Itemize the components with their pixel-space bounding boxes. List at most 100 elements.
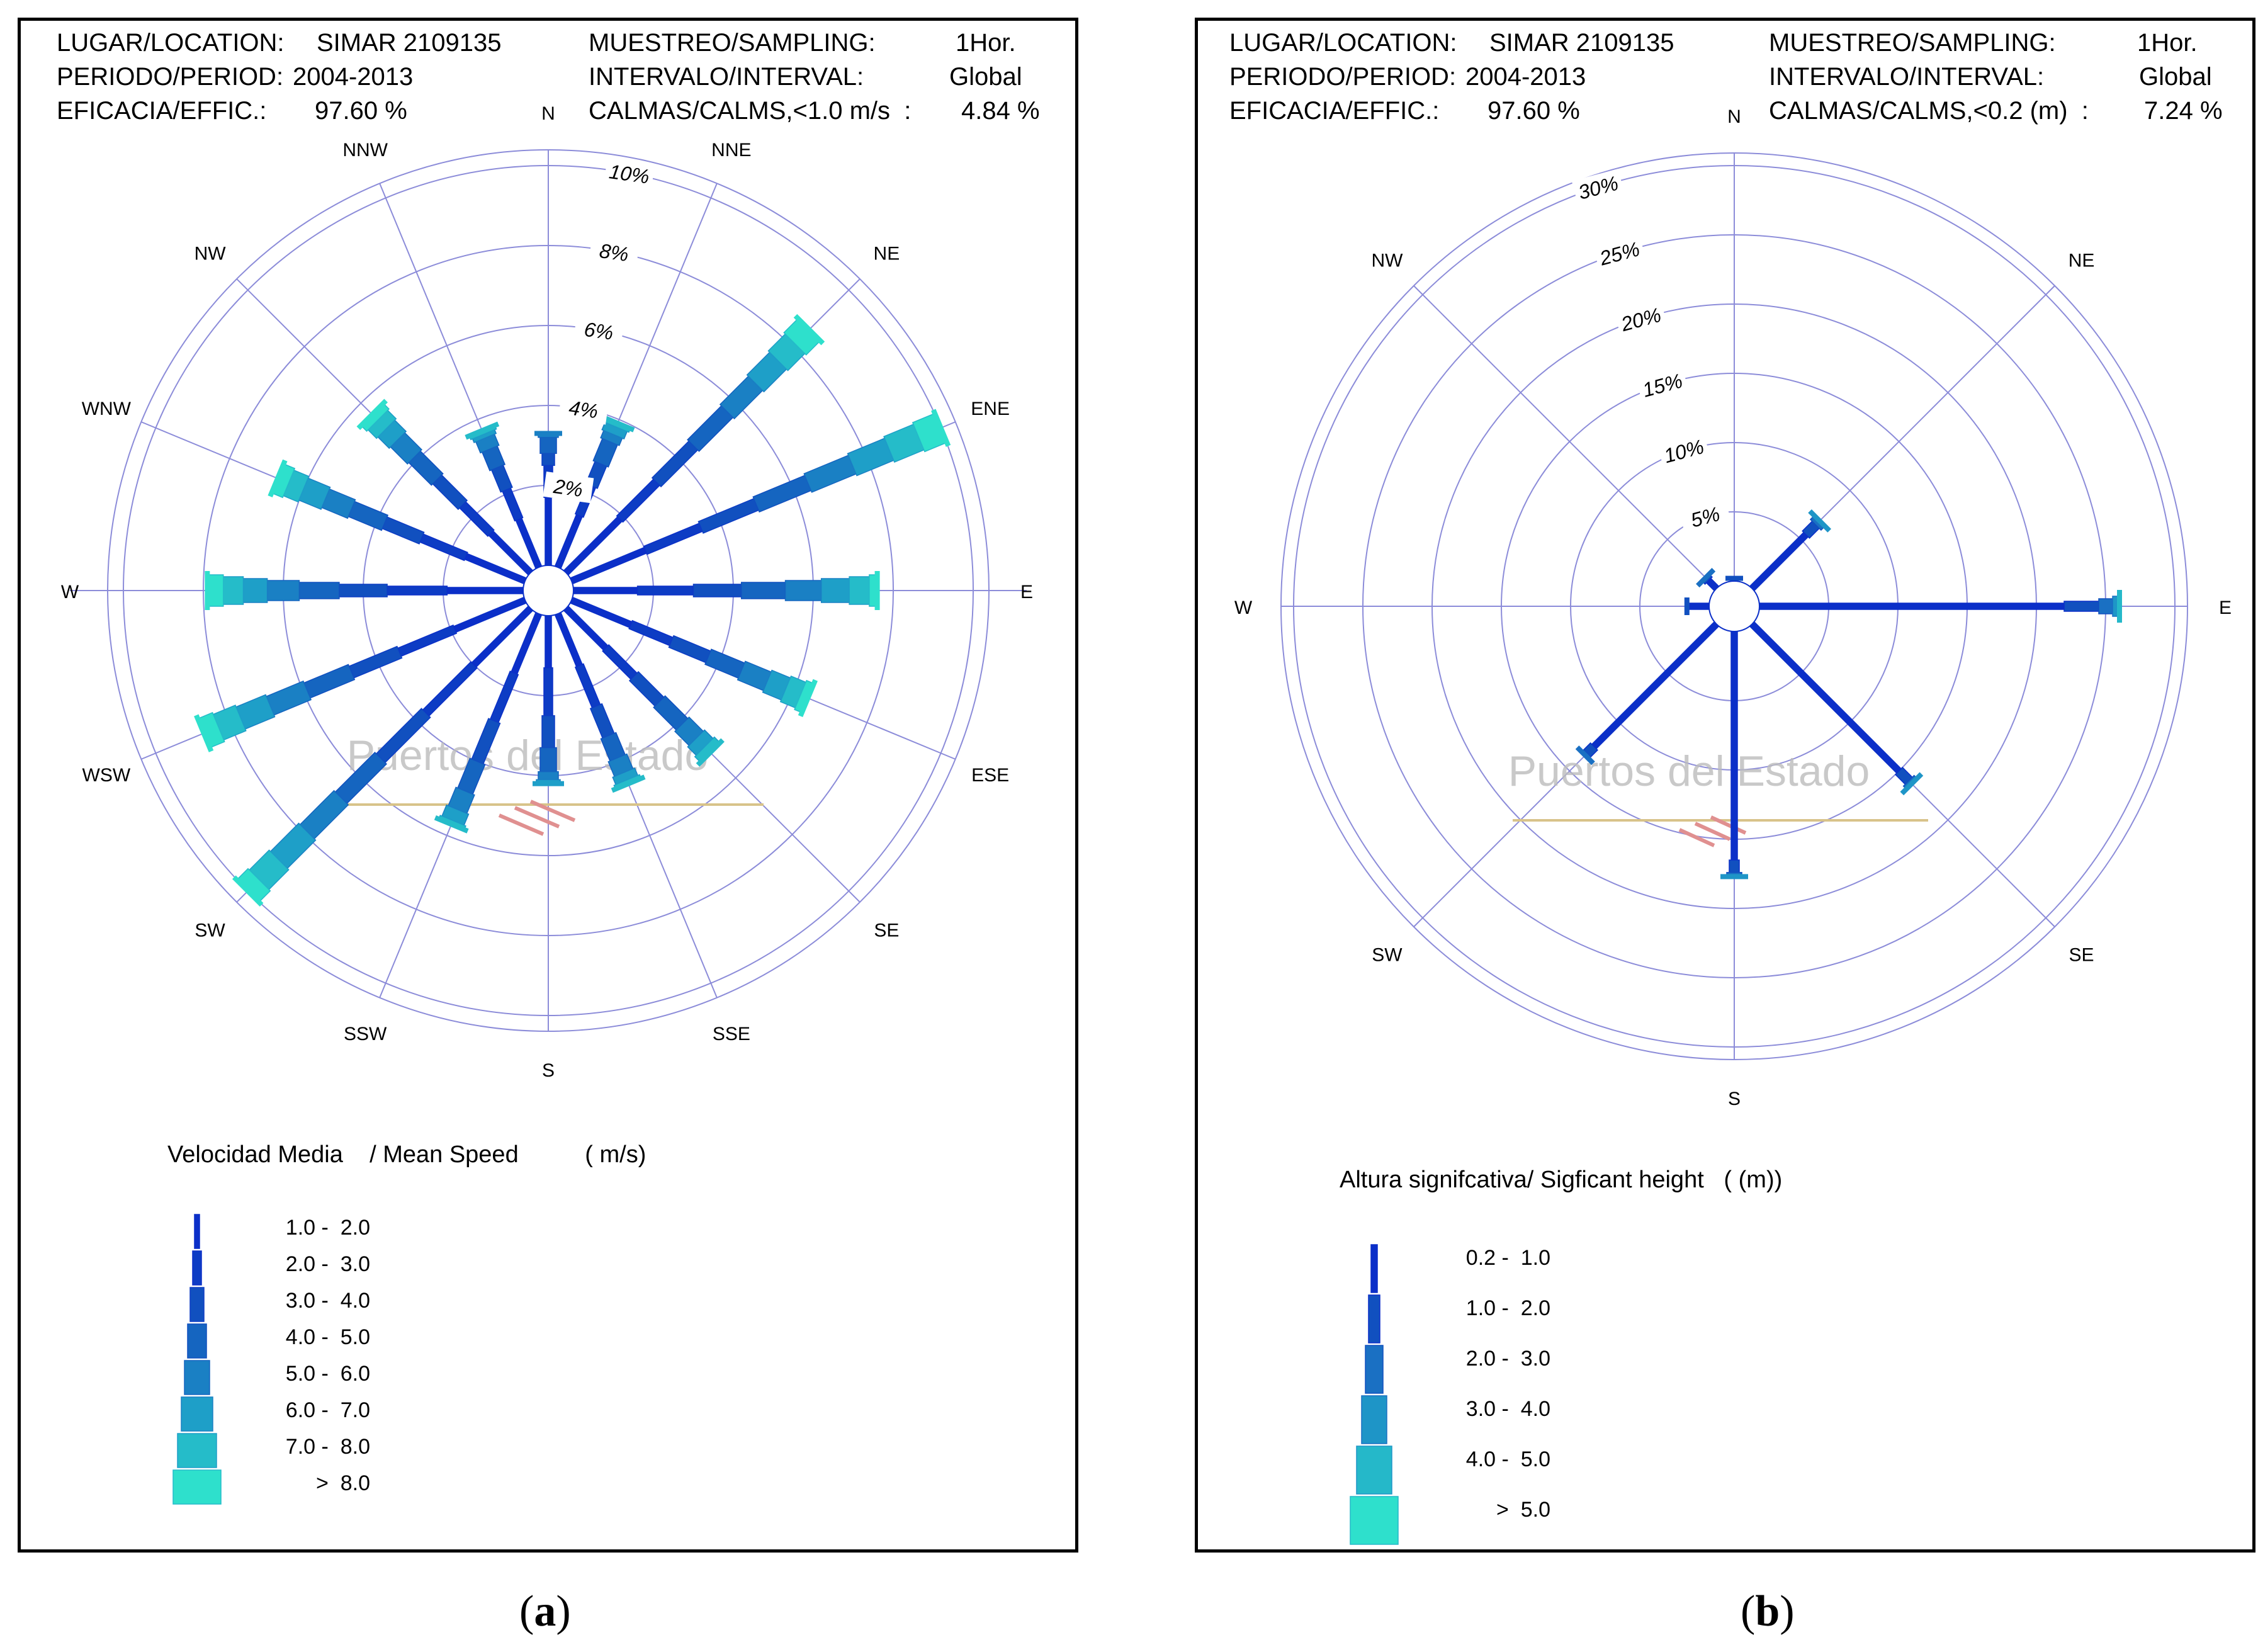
rose-bar-cap [434,815,469,834]
rose-bar-cap [1808,509,1832,533]
rose-bar-segment [628,670,665,707]
rose-bar-ene [570,409,951,585]
rose-bar-segment [541,453,555,466]
location-label: LUGAR/LOCATION: [1229,29,1457,57]
rose-bar-segment [2098,598,2113,614]
rose-bar-segment [752,475,812,513]
watermark-logo-icon [1678,815,1747,847]
rose-bar-segment [545,497,552,566]
rose-bar-s [1720,631,1748,880]
rose-bar-cap [232,875,264,907]
direction-label-ssw: SSW [344,1024,387,1044]
rose-bar-segment [1749,531,1809,592]
rose-bar-cap [1725,575,1743,581]
ring-label-bg [1678,498,1732,535]
rose-bar-segment [422,661,478,717]
ring-label: 8% [598,239,630,266]
ring-label-bg [1614,300,1668,337]
interval-value: Global [2139,63,2212,91]
period-value: 2004-2013 [293,63,414,91]
rose-center [1708,580,1760,632]
rose-bar-e [1759,590,2122,623]
direction-label-w: W [61,582,79,603]
rose-bar-cap [600,414,635,433]
rose-bar-segment [541,715,555,749]
direction-label-w: W [1234,597,1253,618]
direction-label-nw: NW [195,244,227,264]
rose-bar-cap [205,571,210,610]
rose-bar-e [573,571,880,610]
rose-bar-cap [2117,590,2122,623]
rose-bar-cap [534,431,562,436]
rose-bar-se [563,605,725,767]
direction-label-ne: NE [874,244,900,264]
rose-bar-nw [356,399,534,576]
rose-bar-sse [554,612,646,793]
rose-bar-cap [268,459,288,498]
direction-label-se: SE [874,920,899,941]
rose-bar-segment [347,501,389,531]
calms-label: CALMAS/CALMS,<0.2 (m) : [1769,97,2089,125]
legend-label: 7.0 - 8.0 [285,1435,370,1459]
legend-label: 5.0 - 6.0 [285,1362,370,1386]
rose-bar-segment [573,587,638,594]
rose-bar-sw [232,605,534,907]
rose-bar-segment [784,580,822,601]
rose-bar-wnw [268,459,527,585]
rose-bar-w [205,571,524,610]
rose-bar-segment [636,586,694,596]
ring-label: 15% [1640,369,1685,401]
rose-bar-segment [458,501,495,537]
rose-bar-segment [687,405,734,452]
legend-title: Velocidad Media / Mean Speed ( m/s) [167,1141,646,1168]
rose-bar-segment [543,667,553,716]
legend-label: 0.2 - 1.0 [1465,1246,1550,1270]
legend-label: 3.0 - 4.0 [285,1289,370,1313]
rose-center [522,565,574,616]
rose-bar-segment [432,474,468,511]
period-label: PERIODO/PERIOD: [1229,63,1457,91]
rose-bar-ne [1749,509,1832,592]
ring-label-bg [543,471,594,504]
rose-bar-cap [793,314,825,346]
rose-bar-cap [533,781,564,786]
efficiency-label: EFICACIA/EFFIC.: [57,97,267,125]
rose-bar-cap [1575,745,1595,766]
wave-rose-chart: Puertos del Estado NNEESESSWWNW5%10%15%2… [1234,106,2232,1109]
direction-label-wnw: WNW [82,399,132,419]
ring-label-bg [1593,234,1646,272]
direction-label-s: S [542,1060,555,1081]
rose-bar-w [1684,597,1710,615]
efficiency-value: 97.60 % [1487,97,1580,125]
rose-bar-wsw [194,596,527,752]
ring-label: 2% [551,475,584,501]
rose-bar-segment [740,582,786,599]
ring-label-bg [589,235,640,268]
ring-label: 10% [1661,435,1706,467]
location-value: SIMAR 2109135 [1489,29,1674,57]
sampling-label: MUESTREO/SAMPLING: [1769,29,2056,57]
direction-label-nne: NNE [711,140,751,161]
calms-label: CALMAS/CALMS,<1.0 m/s : [589,97,912,125]
caption-b: (b) [1741,1587,1795,1636]
location-label: LUGAR/LOCATION: [57,29,285,57]
direction-label-se: SE [2069,945,2094,966]
rose-bar-cap [798,679,818,718]
rose-bar-segment [266,580,300,601]
rose-bar-sw [1575,621,1720,766]
legend-label: 2.0 - 3.0 [1465,1347,1550,1371]
rose-bar-segment [668,635,711,664]
rose-bar-segment [2063,601,2099,612]
direction-label-s: S [1728,1089,1741,1109]
rose-bar-segment [490,464,513,493]
rose-bar-cap [1696,568,1716,588]
rose-bar-segment [298,582,340,599]
direction-label-ne: NE [2069,250,2095,271]
calms-value: 4.84 % [961,97,1040,125]
direction-label-sse: SSE [713,1024,750,1044]
rose-bar-segment [348,645,403,679]
rose-bar-cap [1684,597,1690,615]
ring-label-bg [1657,432,1710,469]
grid-spoke [1413,285,1717,589]
legend-label: 3.0 - 4.0 [1465,1397,1550,1421]
